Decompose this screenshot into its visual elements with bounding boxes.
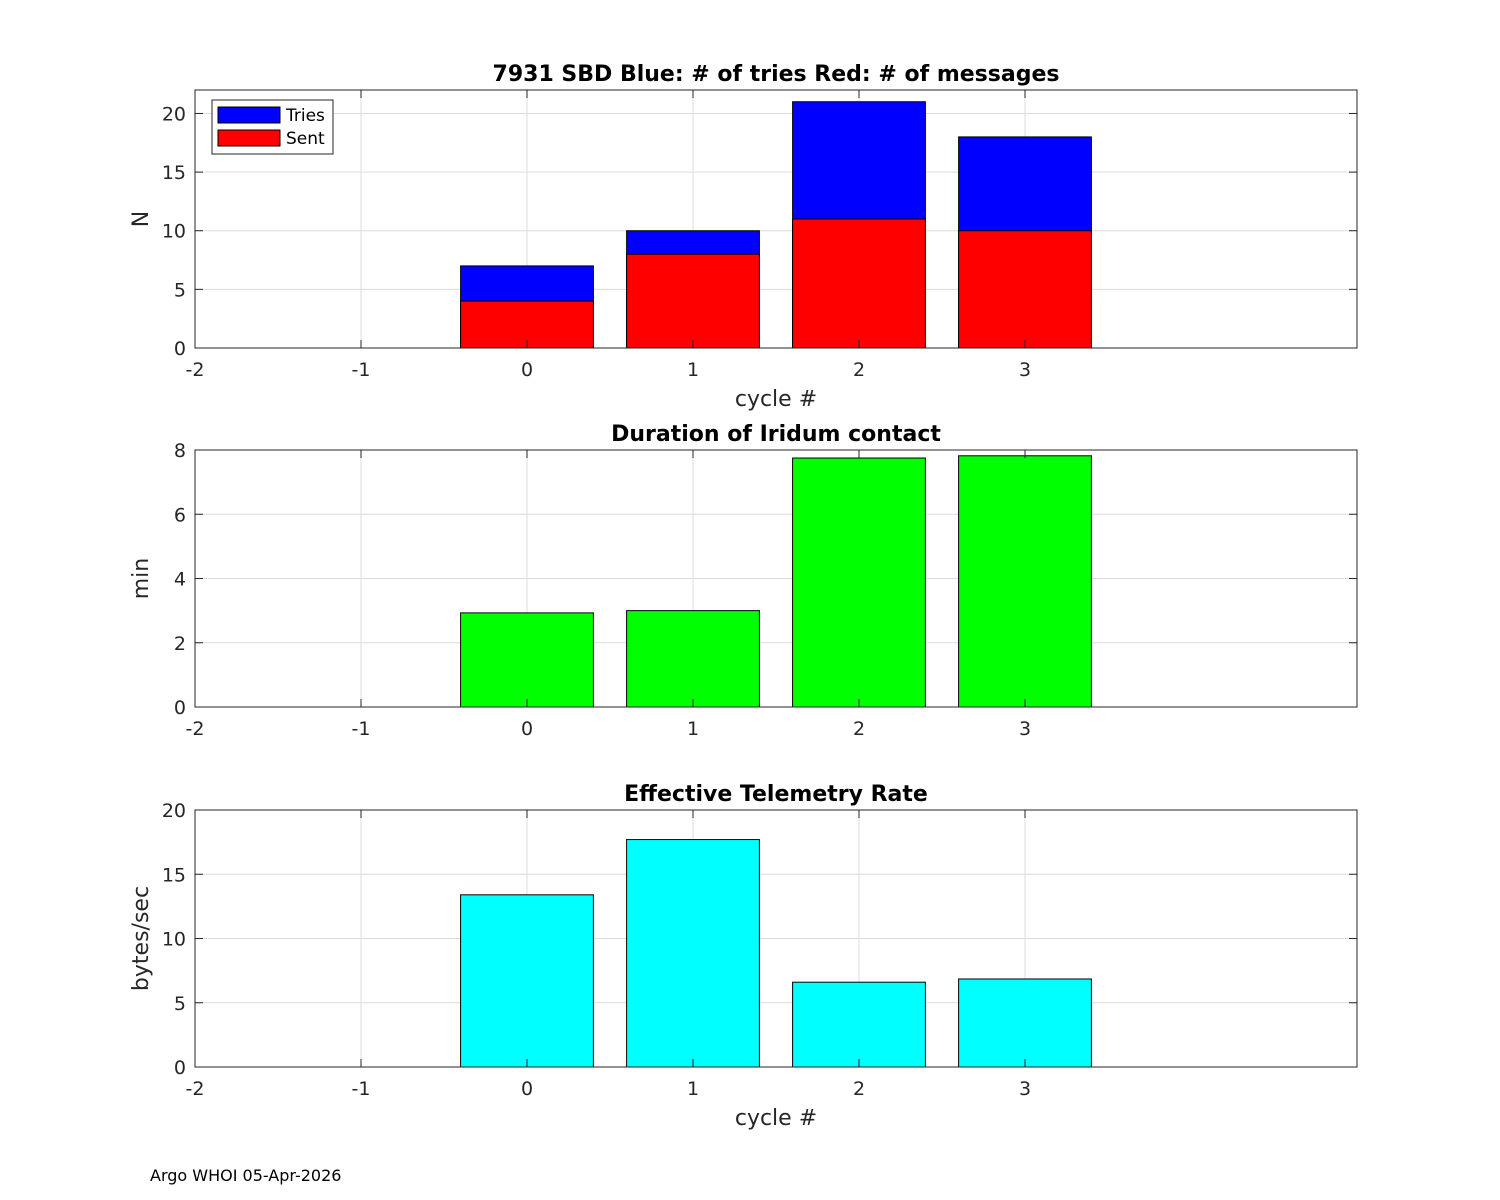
plot-area-1 <box>195 90 1357 348</box>
y-tick-label: 0 <box>174 1057 186 1079</box>
legend-label-tries: Tries <box>285 106 325 126</box>
y-tick-label: 10 <box>162 221 186 243</box>
x-tick-label: -1 <box>352 359 371 381</box>
y-axis-label-1: N <box>129 211 154 227</box>
y-tick-label: 15 <box>162 864 186 886</box>
x-tick-label: 0 <box>521 359 533 381</box>
legend-label-sent: Sent <box>286 129 325 149</box>
axes-box-1 <box>194 89 1358 349</box>
x-axis-label-1: cycle # <box>735 387 817 412</box>
chart-title-2: Duration of Iridum contact <box>611 422 941 447</box>
bar-min-cycle-1 <box>626 610 760 708</box>
bar-bytes-sec-cycle-3 <box>958 978 1092 1068</box>
y-axis-label-2: min <box>129 558 154 600</box>
x-tick-label: 1 <box>687 1078 699 1100</box>
y-tick-label: 20 <box>162 103 186 125</box>
y-tick-label: 6 <box>174 504 186 526</box>
x-tick-label: 3 <box>1019 359 1031 381</box>
legend-swatch-sent <box>217 129 281 147</box>
bar-sent-cycle-3 <box>958 230 1092 349</box>
footer-text: Argo WHOI 05-Apr-2026 <box>150 1166 342 1185</box>
y-tick-label: 5 <box>174 279 186 301</box>
y-tick-label: 10 <box>162 929 186 951</box>
legend: Tries Sent <box>211 99 334 155</box>
y-tick-label: 2 <box>174 633 186 655</box>
bar-bytes-sec-cycle-0 <box>460 894 594 1068</box>
y-tick-label: 20 <box>162 800 186 822</box>
x-tick-label: -1 <box>352 1078 371 1100</box>
x-axis-label-3: cycle # <box>735 1106 817 1131</box>
bar-min-cycle-2 <box>792 457 926 708</box>
chart-panel-1: -2 -1 0 1 2 3 0 5 10 15 20 7931 SBD Blue: # of trie… <box>129 62 1358 412</box>
x-tick-label: 3 <box>1019 718 1031 740</box>
chart-panel-3: -2 -1 0 1 2 3 0 5 10 15 20 Effective Telemetry Rate… <box>129 782 1358 1131</box>
y-tick-label: 0 <box>174 697 186 719</box>
x-tick-label: -1 <box>352 718 371 740</box>
chart-title-1: 7931 SBD Blue: # of tries Red: # of mess… <box>493 62 1060 87</box>
chart-panel-2: -2 -1 0 1 2 3 0 2 4 6 8 Duration of Iridum contact m… <box>129 422 1358 740</box>
bar-min-cycle-0 <box>460 612 594 708</box>
bar-sent-cycle-2 <box>792 218 926 349</box>
bar-sent-cycle-1 <box>626 253 760 349</box>
x-tick-label: 0 <box>521 718 533 740</box>
x-tick-label: 3 <box>1019 1078 1031 1100</box>
x-tick-label: 0 <box>521 1078 533 1100</box>
x-tick-label: 2 <box>853 1078 865 1100</box>
x-tick-label: 2 <box>853 359 865 381</box>
x-tick-label: 2 <box>853 718 865 740</box>
y-tick-label: 0 <box>174 338 186 360</box>
bar-min-cycle-3 <box>958 455 1092 708</box>
legend-swatch-tries <box>217 106 281 124</box>
y-tick-label: 5 <box>174 993 186 1015</box>
y-tick-label: 4 <box>174 569 186 591</box>
x-tick-label: 1 <box>687 359 699 381</box>
chart-title-3: Effective Telemetry Rate <box>624 782 928 807</box>
y-axis-label-3: bytes/sec <box>129 886 154 991</box>
x-tick-label: -2 <box>186 718 205 740</box>
bar-bytes-sec-cycle-2 <box>792 981 926 1068</box>
y-tick-label: 8 <box>174 440 186 462</box>
bar-bytes-sec-cycle-1 <box>626 839 760 1068</box>
x-tick-label: 1 <box>687 718 699 740</box>
y-tick-label: 15 <box>162 162 186 184</box>
x-tick-label: -2 <box>186 1078 205 1100</box>
x-tick-label: -2 <box>186 359 205 381</box>
